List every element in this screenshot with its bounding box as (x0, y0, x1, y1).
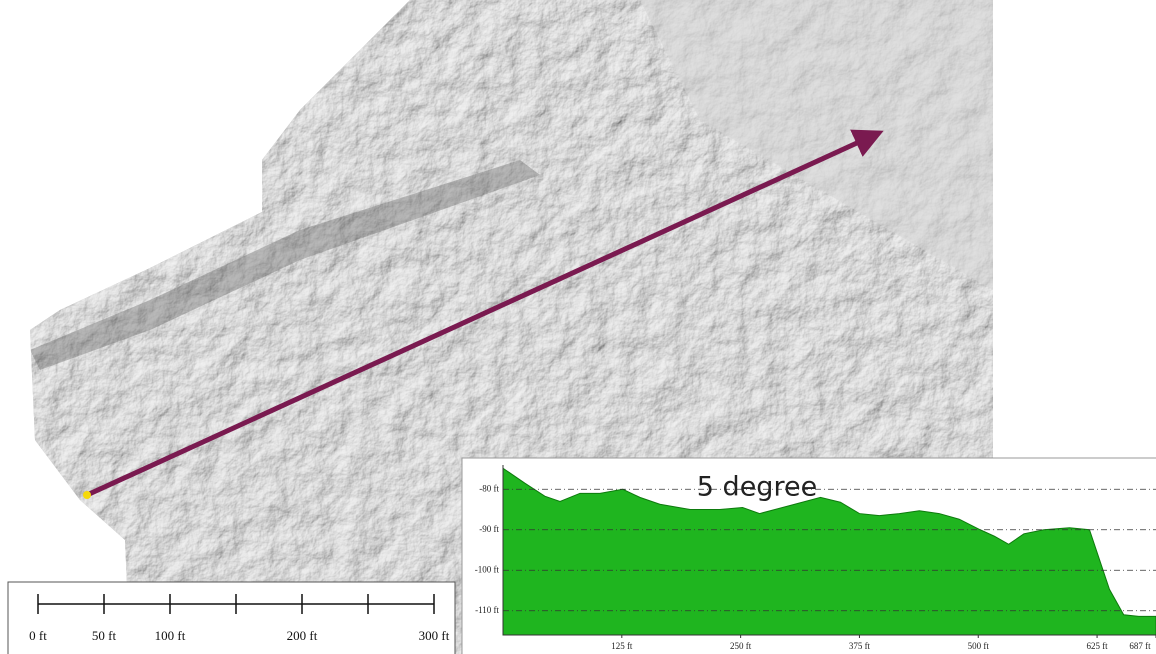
x-tick-label: 500 ft (968, 641, 990, 651)
scale-label: 100 ft (155, 628, 186, 643)
x-tick-label: 125 ft (611, 641, 633, 651)
profile-panel: -80 ft -90 ft -100 ft -110 ft 125 ft 250 ft 37… (462, 458, 1156, 654)
y-tick-label: -90 ft (479, 524, 499, 534)
y-tick-label: -110 ft (475, 605, 499, 615)
y-tick-label: -100 ft (475, 564, 500, 574)
profile-annotation: 5 degree (697, 472, 817, 503)
scale-label: 50 ft (92, 628, 117, 643)
scale-label: 200 ft (287, 628, 318, 643)
map-view: 0 ft 50 ft 100 ft 200 ft 300 ft -80 ft -90 ft… (0, 0, 1156, 654)
y-tick-label: -80 ft (479, 483, 499, 493)
scale-bar: 0 ft 50 ft 100 ft 200 ft 300 ft (8, 582, 455, 654)
x-tick-label: 687 ft (1129, 641, 1151, 651)
start-point (83, 491, 91, 499)
scale-label: 0 ft (29, 628, 47, 643)
x-tick-label: 375 ft (849, 641, 871, 651)
x-tick-label: 250 ft (730, 641, 752, 651)
scale-label: 300 ft (419, 628, 450, 643)
x-tick-label: 625 ft (1086, 641, 1108, 651)
scale-box (8, 582, 455, 654)
